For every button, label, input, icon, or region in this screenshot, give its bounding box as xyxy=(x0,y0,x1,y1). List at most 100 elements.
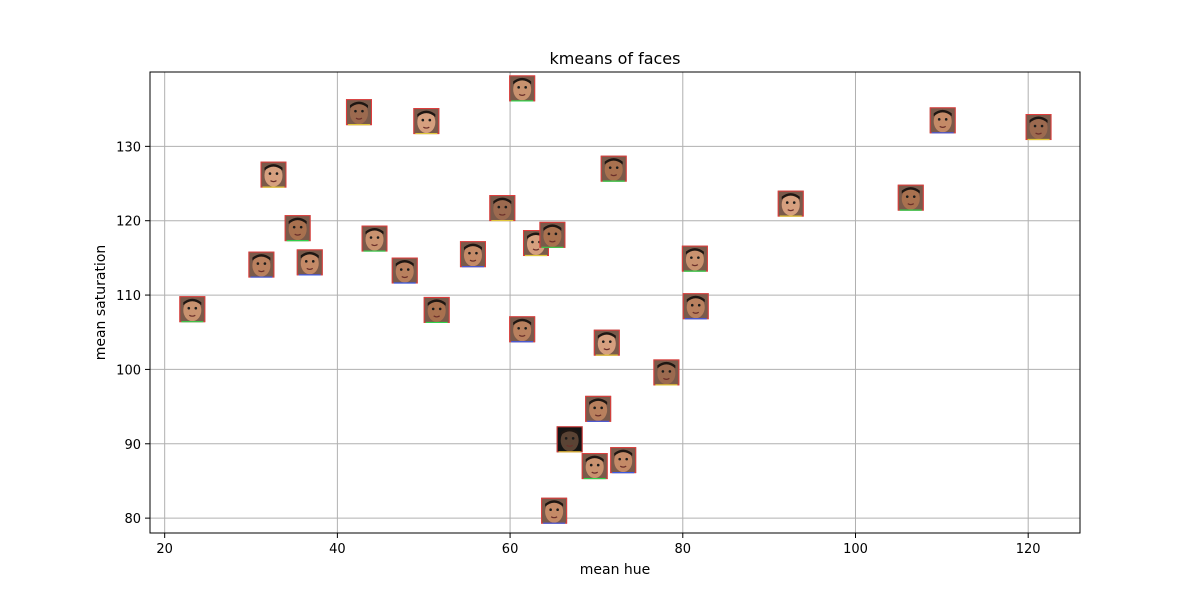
eye-left xyxy=(937,118,941,121)
hair-shape xyxy=(901,187,920,194)
face-point xyxy=(585,395,612,422)
hair-shape xyxy=(604,158,623,165)
face-shape xyxy=(685,248,704,271)
eye-left xyxy=(549,508,552,511)
mouth-shape xyxy=(401,276,409,279)
mouth-shape xyxy=(433,315,441,318)
face-point xyxy=(653,359,680,386)
eye-left xyxy=(589,463,593,467)
y-tick-label: 80 xyxy=(124,512,141,527)
face-point xyxy=(541,497,568,524)
eye-right xyxy=(376,236,380,239)
mouth-shape xyxy=(270,180,277,183)
face-point xyxy=(509,75,536,102)
face-point xyxy=(509,316,536,343)
mouth-shape xyxy=(355,117,363,120)
hair-shape xyxy=(597,332,616,339)
face-shape xyxy=(288,218,307,241)
eye-right xyxy=(625,457,629,461)
mouth-shape xyxy=(294,233,301,236)
face-shape xyxy=(183,299,202,322)
face-shape xyxy=(300,252,319,275)
hair-shape xyxy=(1029,116,1048,124)
eye-left xyxy=(785,201,789,204)
x-axis-label: mean hue xyxy=(580,562,651,578)
face-point xyxy=(284,215,311,242)
hair-shape xyxy=(585,455,604,463)
eye-right xyxy=(608,340,612,343)
hair-shape xyxy=(545,500,564,507)
eye-right xyxy=(504,205,508,209)
hair-shape xyxy=(513,318,532,326)
face-point xyxy=(681,245,708,272)
face-shape xyxy=(686,296,705,319)
mouth-shape xyxy=(371,244,378,247)
mouth-shape xyxy=(422,126,430,129)
hair-shape xyxy=(513,77,532,85)
face-shape xyxy=(349,102,368,125)
hair-shape xyxy=(493,197,512,205)
eye-left xyxy=(468,251,471,255)
hair-shape xyxy=(365,228,384,235)
eye-right xyxy=(299,225,303,229)
mouth-shape xyxy=(566,444,573,447)
face-point xyxy=(610,447,637,474)
hair-shape xyxy=(252,254,271,261)
eye-left xyxy=(187,306,191,310)
eye-right xyxy=(475,251,478,255)
eye-right xyxy=(524,86,527,89)
eye-left xyxy=(593,406,596,410)
face-point xyxy=(391,257,418,284)
eye-right xyxy=(697,256,700,259)
hair-shape xyxy=(685,248,704,255)
x-tick-label: 40 xyxy=(329,542,346,557)
face-shape xyxy=(657,362,676,385)
chart-title: kmeans of faces xyxy=(550,49,681,68)
eye-right xyxy=(668,370,672,373)
hair-shape xyxy=(183,298,202,306)
eye-right xyxy=(406,268,410,271)
plot-frame xyxy=(149,71,1081,534)
face-point xyxy=(345,99,372,126)
eye-right xyxy=(600,406,603,410)
hair-shape xyxy=(264,164,283,171)
face-point xyxy=(539,221,566,248)
hair-shape xyxy=(349,101,368,109)
face-point xyxy=(361,225,388,252)
hair-shape xyxy=(560,428,579,436)
eye-right xyxy=(1040,124,1044,128)
face-point xyxy=(459,241,486,268)
face-shape xyxy=(513,78,532,101)
hair-shape xyxy=(781,193,800,200)
face-shape xyxy=(395,260,414,283)
face-shape xyxy=(560,429,579,452)
mouth-shape xyxy=(498,213,506,216)
face-point xyxy=(1025,114,1052,141)
y-tick-label: 110 xyxy=(116,289,141,304)
face-shape xyxy=(585,456,604,479)
x-tick-label: 60 xyxy=(502,542,519,557)
face-shape xyxy=(545,500,564,523)
eye-left xyxy=(517,86,520,89)
face-point xyxy=(593,329,620,356)
face-point xyxy=(777,190,804,217)
hair-shape xyxy=(543,224,562,231)
hair-shape xyxy=(288,217,307,225)
eye-left xyxy=(292,225,296,229)
eye-left xyxy=(601,340,605,343)
mouth-shape xyxy=(594,414,602,417)
eye-right xyxy=(571,437,575,440)
eye-right xyxy=(263,262,267,265)
eye-right xyxy=(275,172,279,175)
eye-left xyxy=(369,236,373,239)
eye-left xyxy=(618,457,622,461)
face-point xyxy=(423,296,450,324)
face-point xyxy=(179,296,206,323)
face-shape xyxy=(463,244,482,267)
eye-left xyxy=(1033,124,1037,128)
eye-left xyxy=(256,262,260,265)
mouth-shape xyxy=(939,125,947,128)
mouth-shape xyxy=(691,264,699,267)
mouth-shape xyxy=(619,465,627,468)
eye-left xyxy=(517,326,520,330)
